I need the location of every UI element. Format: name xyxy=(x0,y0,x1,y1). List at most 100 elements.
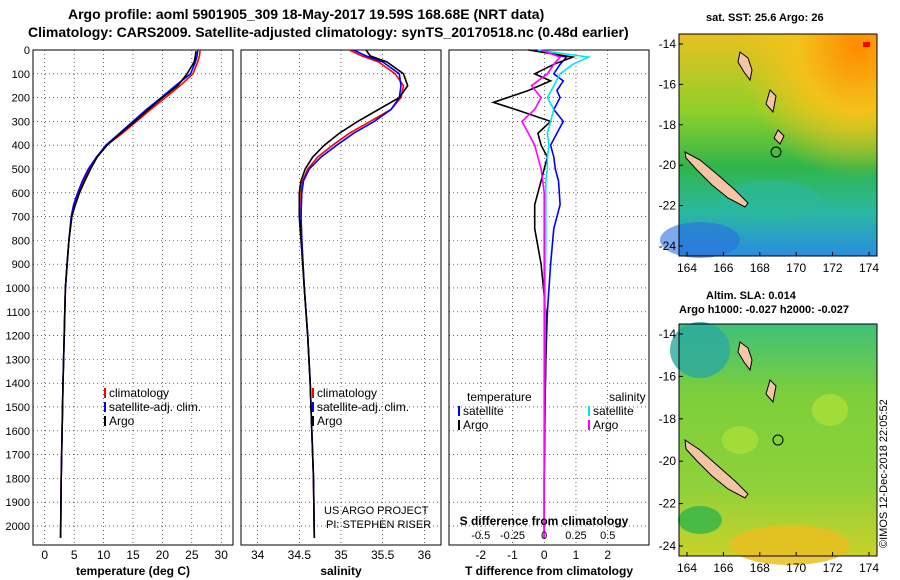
series-line-salinity-argo xyxy=(521,49,562,538)
x-tick-label: 0 xyxy=(41,548,48,562)
map-y-tick-label: -22 xyxy=(659,497,677,511)
series-line-climatology xyxy=(300,49,405,538)
x-axis-label: temperature (deg C) xyxy=(76,564,190,578)
credit-line-2: PI: STEPHEN RISER xyxy=(326,519,431,531)
map-y-tick-label: -14 xyxy=(659,327,677,341)
argo-location-marker xyxy=(770,146,782,158)
map-x-tick-label: 168 xyxy=(750,261,770,275)
title-line-1: Argo profile: aoml 5901905_309 18-May-20… xyxy=(68,6,545,22)
series-line-satellite-adj-clim- xyxy=(59,49,199,538)
map-bottom-title-2: Argo h1000: -0.027 h2000: -0.027 xyxy=(679,304,849,316)
x-axis-label: salinity xyxy=(320,564,362,578)
legend-label: Argo xyxy=(593,418,619,432)
y-tick-label: 200 xyxy=(12,93,30,105)
x-tick-label: 36 xyxy=(418,548,432,562)
new-caledonia-landmass xyxy=(684,151,749,208)
map-x-tick-label: 170 xyxy=(786,261,806,275)
x-tick-label: 1 xyxy=(573,548,580,562)
series-line-argo xyxy=(298,49,409,538)
credit-line-1: US ARGO PROJECT xyxy=(324,505,429,517)
x-tick-label: 0 xyxy=(541,548,548,562)
y-tick-label: 1200 xyxy=(6,331,30,343)
map-x-tick-label: 170 xyxy=(786,561,806,575)
map-x-tick-label: 168 xyxy=(750,561,770,575)
y-tick-label: 1100 xyxy=(6,307,30,319)
legend-label: climatology xyxy=(317,386,377,400)
argo-location-marker xyxy=(772,434,784,446)
y-tick-label: 1700 xyxy=(6,450,30,462)
map-y-tick-label: -14 xyxy=(659,37,677,51)
y-tick-label: 1400 xyxy=(6,378,30,390)
y-tick-label: 700 xyxy=(12,212,30,224)
x-tick-label: 20 xyxy=(156,548,170,562)
legend-label: satellite xyxy=(463,404,504,418)
legend-label: satellite-adj. clim. xyxy=(317,400,409,414)
vanuatu-island xyxy=(765,89,777,114)
map-y-tick-label: -24 xyxy=(659,239,677,253)
plot-frame xyxy=(32,49,234,546)
map-x-tick-label: 164 xyxy=(677,561,697,575)
vanuatu-island xyxy=(765,379,777,404)
map-x-tick-label: 166 xyxy=(713,261,733,275)
y-tick-label: 1000 xyxy=(6,283,30,295)
map-y-tick-label: -18 xyxy=(659,412,677,426)
y-tick-label: 0 xyxy=(24,45,30,57)
map-bottom-title-1: Altim. SLA: 0.014 xyxy=(706,290,796,302)
map-x-tick-label: 174 xyxy=(859,261,879,275)
x-tick-label: 34.5 xyxy=(288,548,312,562)
y-tick-label: 900 xyxy=(12,259,30,271)
map-x-tick-label: 174 xyxy=(859,561,879,575)
y-tick-label: 800 xyxy=(12,235,30,247)
x-axis-label: T difference from climatology xyxy=(465,564,633,578)
y-tick-label: 1300 xyxy=(6,354,30,366)
map-y-tick-label: -16 xyxy=(659,77,677,91)
x-tick-label: -1 xyxy=(507,548,518,562)
plot-frame xyxy=(448,49,650,546)
y-tick-label: 1900 xyxy=(6,497,30,509)
s-tick-label: 0.5 xyxy=(600,530,615,542)
difference-panel: -2 -1 0 1 2 T difference from climatology temp… xyxy=(448,49,650,578)
legend-label: Argo xyxy=(463,418,489,432)
x-tick-label: 10 xyxy=(97,548,111,562)
sst-map xyxy=(660,33,878,258)
map-x-tick-label: 166 xyxy=(713,561,733,575)
y-tick-label: 300 xyxy=(12,116,30,128)
series-line-salinity-satellite xyxy=(537,49,592,538)
legend-label: Argo xyxy=(317,414,343,428)
y-tick-label: 1800 xyxy=(6,473,30,485)
y-tick-label: 600 xyxy=(12,188,30,200)
y-tick-label: 1600 xyxy=(6,426,30,438)
temperature-panel: 0100200300400500600700800900100011001200… xyxy=(6,45,234,578)
x-tick-label: 15 xyxy=(126,548,140,562)
legend-title-temperature: temperature xyxy=(467,390,532,404)
s-tick-label: 0 xyxy=(541,530,547,542)
series-line-satellite-adj-clim- xyxy=(300,49,402,538)
sst-hotspot xyxy=(863,42,870,47)
new-caledonia-landmass xyxy=(684,438,749,499)
map-x-tick-label: 172 xyxy=(823,261,843,275)
legend-title-salinity: salinity xyxy=(609,390,646,404)
x-tick-label: 25 xyxy=(185,548,199,562)
title-line-2: Climatology: CARS2009. Satellite-adjuste… xyxy=(28,24,629,40)
y-tick-label: 400 xyxy=(12,140,30,152)
plot-frame xyxy=(240,49,442,546)
s-tick-label: -0.25 xyxy=(500,530,525,542)
map-x-tick-label: 172 xyxy=(823,561,843,575)
s-tick-label: -0.5 xyxy=(471,530,490,542)
vanuatu-island xyxy=(773,129,785,145)
series-line-argo xyxy=(490,49,576,538)
series-line-argo xyxy=(59,51,197,538)
x-tick-label: 34 xyxy=(251,548,265,562)
map-y-tick-label: -18 xyxy=(659,118,677,132)
legend-label: Argo xyxy=(109,414,135,428)
x-tick-label: 35 xyxy=(334,548,348,562)
x-tick-label: 2 xyxy=(604,548,611,562)
map-y-tick-label: -16 xyxy=(659,369,677,383)
map-top-title: sat. SST: 25.6 Argo: 26 xyxy=(706,12,824,24)
legend-label: climatology xyxy=(109,386,169,400)
s-axis-label: S difference from climatology xyxy=(460,514,629,528)
map-y-tick-label: -22 xyxy=(659,199,677,213)
s-tick-label: 0.25 xyxy=(565,530,586,542)
x-tick-label: -2 xyxy=(475,548,486,562)
